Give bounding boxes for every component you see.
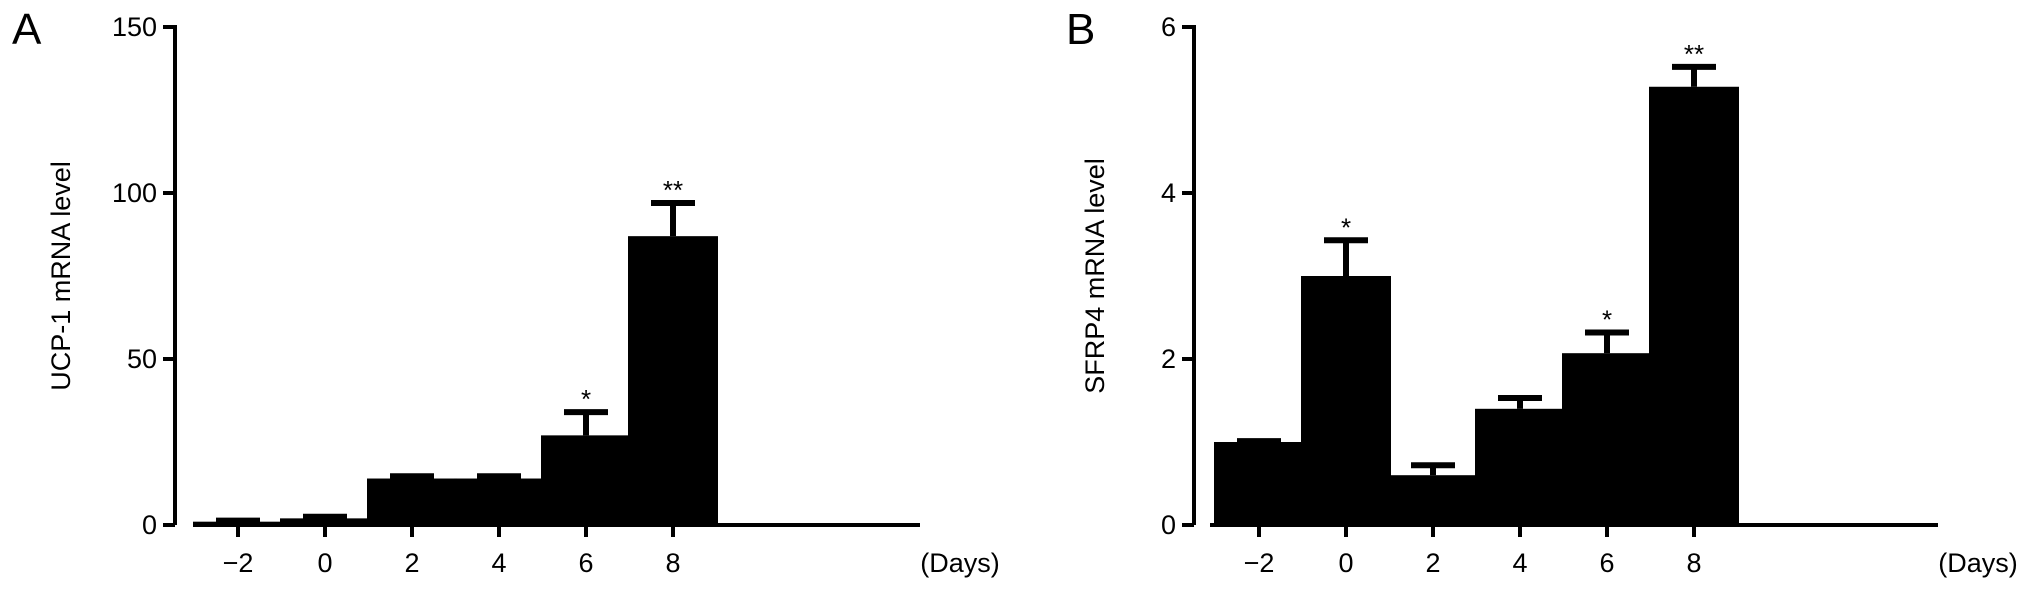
bar	[367, 478, 457, 525]
x-tick-label: 8	[665, 548, 680, 578]
significance-marker: *	[581, 384, 591, 414]
y-tick-label: 150	[112, 12, 157, 42]
significance-marker: *	[1341, 212, 1351, 242]
chart-a: 0 50 100 150 UCP-1 mRNA level −2 0 2 4 6 * 8 ** (Days…	[46, 12, 1000, 578]
panel-letter-b: B	[1066, 5, 1096, 54]
x-tick-label: 4	[1512, 548, 1527, 578]
y-tick-label: 0	[1161, 510, 1176, 540]
x-tick-label: 6	[578, 548, 593, 578]
chart-b: 0 2 4 6 SFRP4 mRNA level −2 0 * 2 4 6 * 8 ** (Days)	[1080, 12, 2018, 578]
bar	[541, 435, 631, 525]
y-tick-label: 0	[142, 510, 157, 540]
significance-marker: **	[1684, 39, 1704, 69]
y-tick-label: 4	[1161, 178, 1176, 208]
y-tick-label: 6	[1161, 12, 1176, 42]
y-axis-title: SFRP4 mRNA level	[1080, 158, 1110, 394]
bar	[1214, 442, 1304, 525]
bar	[1475, 408, 1565, 525]
panel-a: A 0 50 100 150 UCP-1 mRNA level −2 0 2 4 6 * 8 ** (Da…	[12, 5, 1000, 579]
x-tick-label: 4	[491, 548, 506, 578]
x-tick-label: −2	[1244, 548, 1275, 578]
y-tick-label: 50	[127, 344, 157, 374]
bar	[1301, 276, 1391, 525]
x-unit-label: (Days)	[920, 548, 1000, 578]
significance-marker: **	[663, 175, 683, 205]
panel-letter-a: A	[12, 5, 42, 54]
y-tick-label: 100	[112, 178, 157, 208]
panel-b: B 0 2 4 6 SFRP4 mRNA level −2 0 * 2 4 6 * 8 ** (Days)	[1016, 0, 2032, 602]
bar	[280, 518, 370, 525]
y-tick-label: 2	[1161, 344, 1176, 374]
x-unit-label: (Days)	[1938, 548, 2018, 578]
x-tick-label: 8	[1686, 548, 1701, 578]
x-tick-label: −2	[223, 548, 254, 578]
x-tick-label: 0	[1338, 548, 1353, 578]
bar	[454, 478, 544, 525]
significance-marker: *	[1602, 304, 1612, 334]
bar	[1388, 475, 1478, 525]
x-tick-label: 2	[404, 548, 419, 578]
y-axis-title: UCP-1 mRNA level	[46, 161, 76, 391]
bar	[1562, 353, 1652, 525]
x-tick-label: 6	[1599, 548, 1614, 578]
bar	[1649, 86, 1739, 525]
x-tick-label: 0	[317, 548, 332, 578]
bar	[628, 236, 718, 525]
x-tick-label: 2	[1425, 548, 1440, 578]
